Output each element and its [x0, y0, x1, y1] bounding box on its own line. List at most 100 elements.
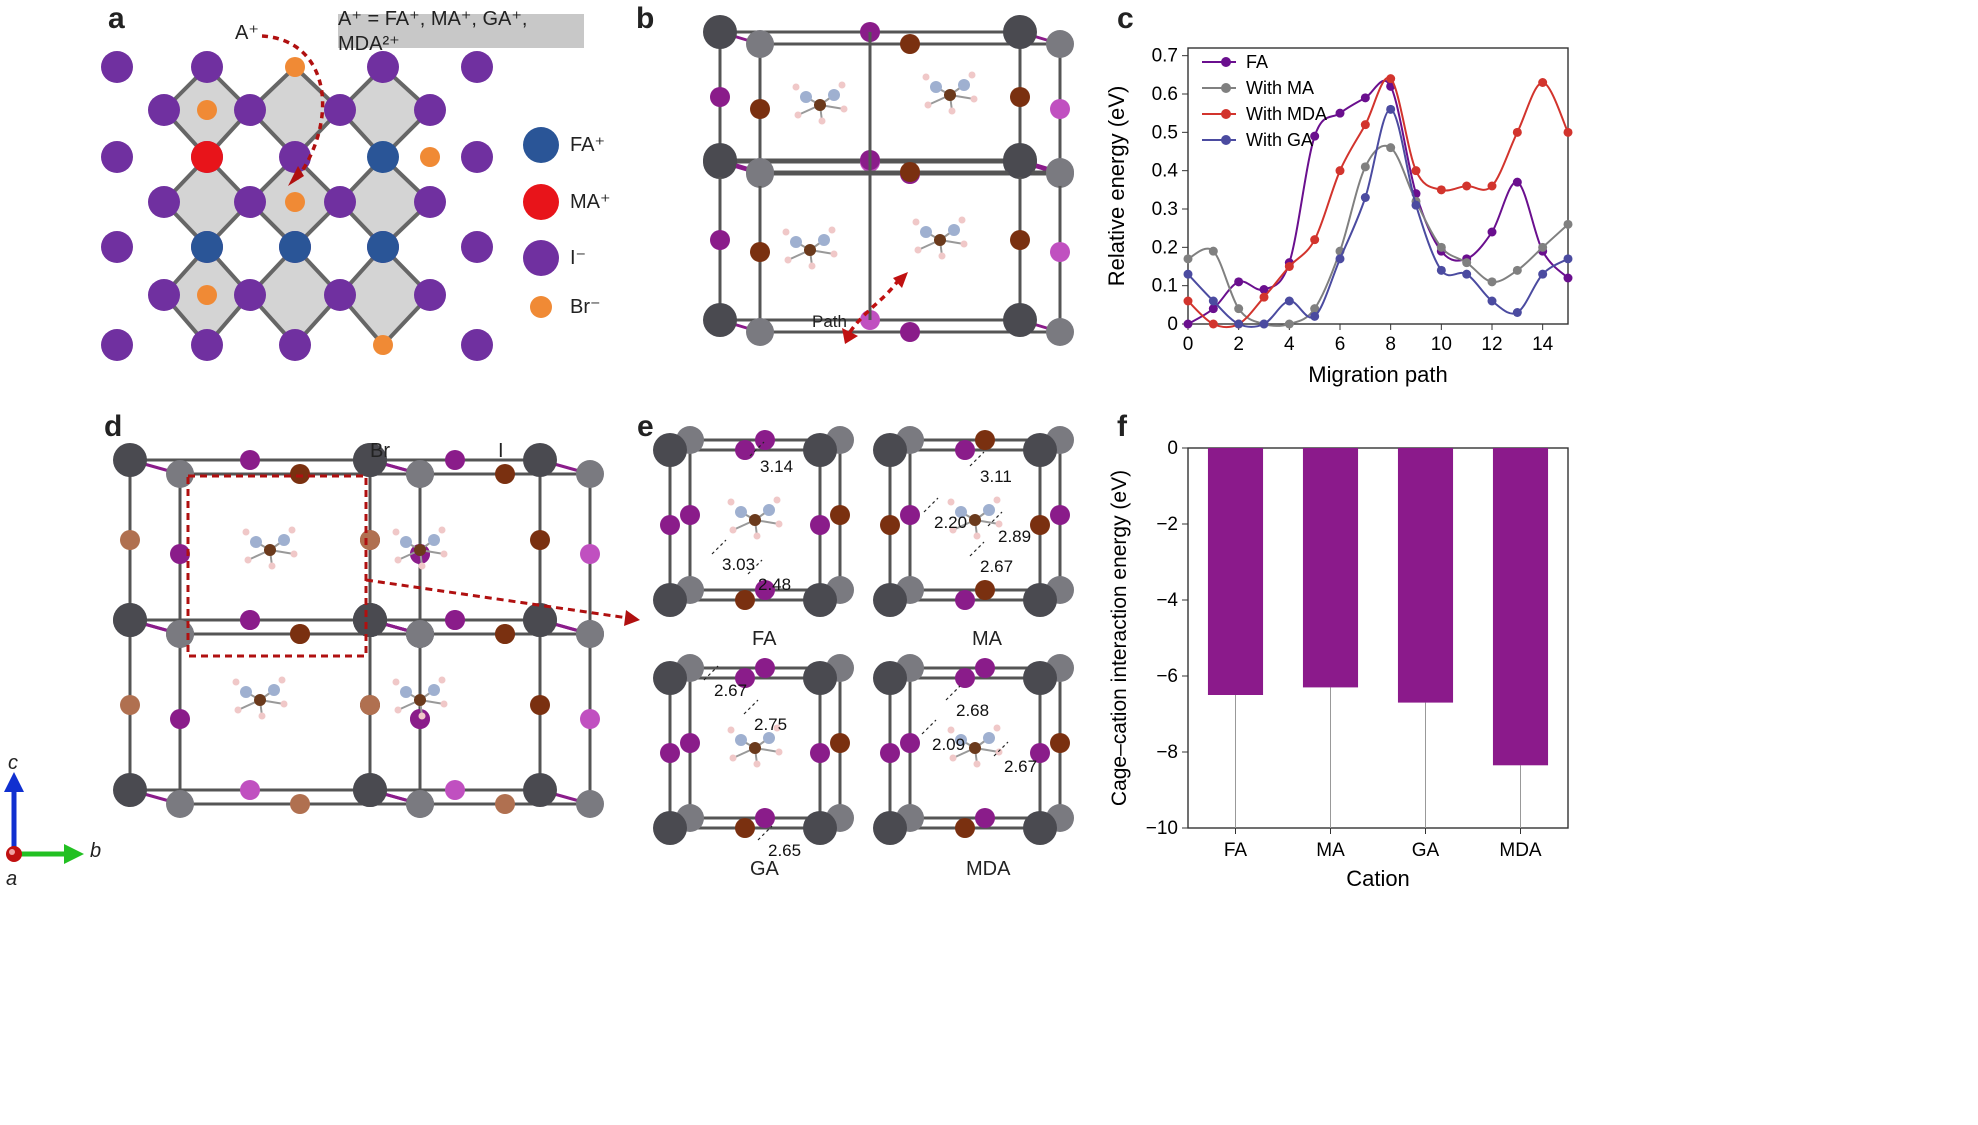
iodide-atom	[680, 733, 700, 753]
axis-a-label: a	[6, 868, 18, 890]
lead-atom	[653, 811, 687, 845]
lead-atom	[1046, 158, 1074, 186]
distance-line	[711, 539, 727, 555]
carbon-atom	[254, 694, 266, 706]
iodide-ion	[101, 231, 133, 263]
iodide-ion	[148, 94, 180, 126]
hydrogen-atom	[438, 676, 446, 684]
hydrogen-atom	[968, 71, 976, 79]
carbon-atom	[969, 514, 981, 526]
lead-atom	[1046, 318, 1074, 346]
iodide-atom	[880, 743, 900, 763]
data-point	[1512, 265, 1522, 275]
panel-letter-b: b	[636, 2, 655, 35]
hydrogen-atom	[947, 726, 955, 734]
arrowhead	[893, 272, 908, 288]
hydrogen-atom	[244, 556, 252, 564]
nitrogen-atom	[955, 506, 967, 518]
bromide-atom	[1030, 515, 1050, 535]
bromide-atom	[750, 99, 770, 119]
panel-letter-d: d	[104, 410, 123, 443]
iodide-atom	[755, 658, 775, 678]
bromide-atom	[735, 590, 755, 610]
lead-atom	[746, 318, 774, 346]
hydrogen-atom	[995, 520, 1003, 528]
x-tick-label: MA	[1316, 840, 1345, 861]
bromide-ion	[373, 335, 393, 355]
distance-label: 2.67	[980, 557, 1013, 576]
data-point	[1208, 246, 1218, 256]
bromide-ion	[197, 285, 217, 305]
y-tick-label: 0.3	[1152, 199, 1178, 220]
iodide-atom	[580, 544, 600, 564]
panel-f-bar-chart: 0 −2 −4 −6 −8 −10 FA MA GA MDA Cation Cage–cation i…	[1108, 438, 1569, 890]
distance-label: 2.48	[758, 575, 791, 594]
iodide-atom	[680, 505, 700, 525]
nitrogen-atom	[763, 732, 775, 744]
data-point	[1411, 166, 1421, 176]
iodide-ion	[324, 186, 356, 218]
iodide-ion	[324, 94, 356, 126]
x-tick-label: 6	[1335, 334, 1346, 355]
lead-atom	[1003, 143, 1037, 177]
bromide-atom	[290, 464, 310, 484]
data-point	[1512, 127, 1522, 137]
iodide-atom	[445, 450, 465, 470]
data-point	[1360, 93, 1370, 103]
panel-letter-e: e	[637, 410, 654, 443]
iodide-atom	[900, 505, 920, 525]
lead-atom	[746, 30, 774, 58]
plot-frame	[1187, 447, 1569, 829]
lead-atom	[406, 790, 434, 818]
iodide-ion	[414, 186, 446, 218]
hydrogen-atom	[392, 678, 400, 686]
distance-label: 2.75	[754, 715, 787, 734]
carbon-atom	[944, 89, 956, 101]
data-point	[1284, 296, 1294, 306]
bromide-atom	[1050, 733, 1070, 753]
lead-atom	[1023, 583, 1057, 617]
hydrogen-atom	[290, 550, 298, 558]
panel-b-structure	[703, 15, 1074, 346]
legend-label: I⁻	[570, 247, 587, 269]
hydrogen-atom	[960, 240, 968, 248]
iodide-atom	[975, 808, 995, 828]
iodide-atom	[120, 530, 140, 550]
data-point	[1487, 181, 1497, 191]
nitrogen-atom	[983, 504, 995, 516]
carbon-atom	[414, 694, 426, 706]
fa-cation	[279, 231, 311, 263]
lead-atom	[653, 433, 687, 467]
nitrogen-atom	[948, 224, 960, 236]
hydrogen-atom	[828, 226, 836, 234]
panel-letter-c: c	[1117, 2, 1134, 35]
x-tick-label: 2	[1233, 334, 1244, 355]
data-point	[1462, 269, 1472, 279]
data-point	[1234, 277, 1244, 287]
lead-atom	[873, 433, 907, 467]
hydrogen-atom	[924, 101, 932, 109]
carbon-atom	[969, 742, 981, 754]
axis-c-label: c	[8, 752, 18, 774]
panel-a-lattice	[101, 34, 493, 361]
y-tick-label: 0.2	[1152, 237, 1178, 258]
data-point	[1487, 277, 1497, 287]
iodide-ion	[148, 186, 180, 218]
bromide-atom	[900, 34, 920, 54]
lead-atom	[653, 661, 687, 695]
lead-atom	[406, 620, 434, 648]
hydrogen-atom	[288, 526, 296, 534]
carbon-atom	[414, 544, 426, 556]
hydrogen-atom	[727, 498, 735, 506]
data-point	[1208, 304, 1218, 314]
panel-c-line-chart: 0 2 4 6 8 10 12 14 0 0.1 0.2 0.3 0.4 0.5 0.6 0.7 Migrati…	[1104, 46, 1573, 387]
distance-label: 3.14	[760, 457, 793, 476]
selection-box	[186, 474, 368, 658]
hydrogen-atom	[973, 760, 981, 768]
lead-atom	[166, 460, 194, 488]
legend-swatch	[523, 127, 559, 163]
x-axis-label: Migration path	[1308, 362, 1447, 387]
bromide-atom	[830, 505, 850, 525]
y-axis-label: Relative energy (eV)	[1104, 86, 1129, 287]
hydrogen-atom	[949, 754, 957, 762]
